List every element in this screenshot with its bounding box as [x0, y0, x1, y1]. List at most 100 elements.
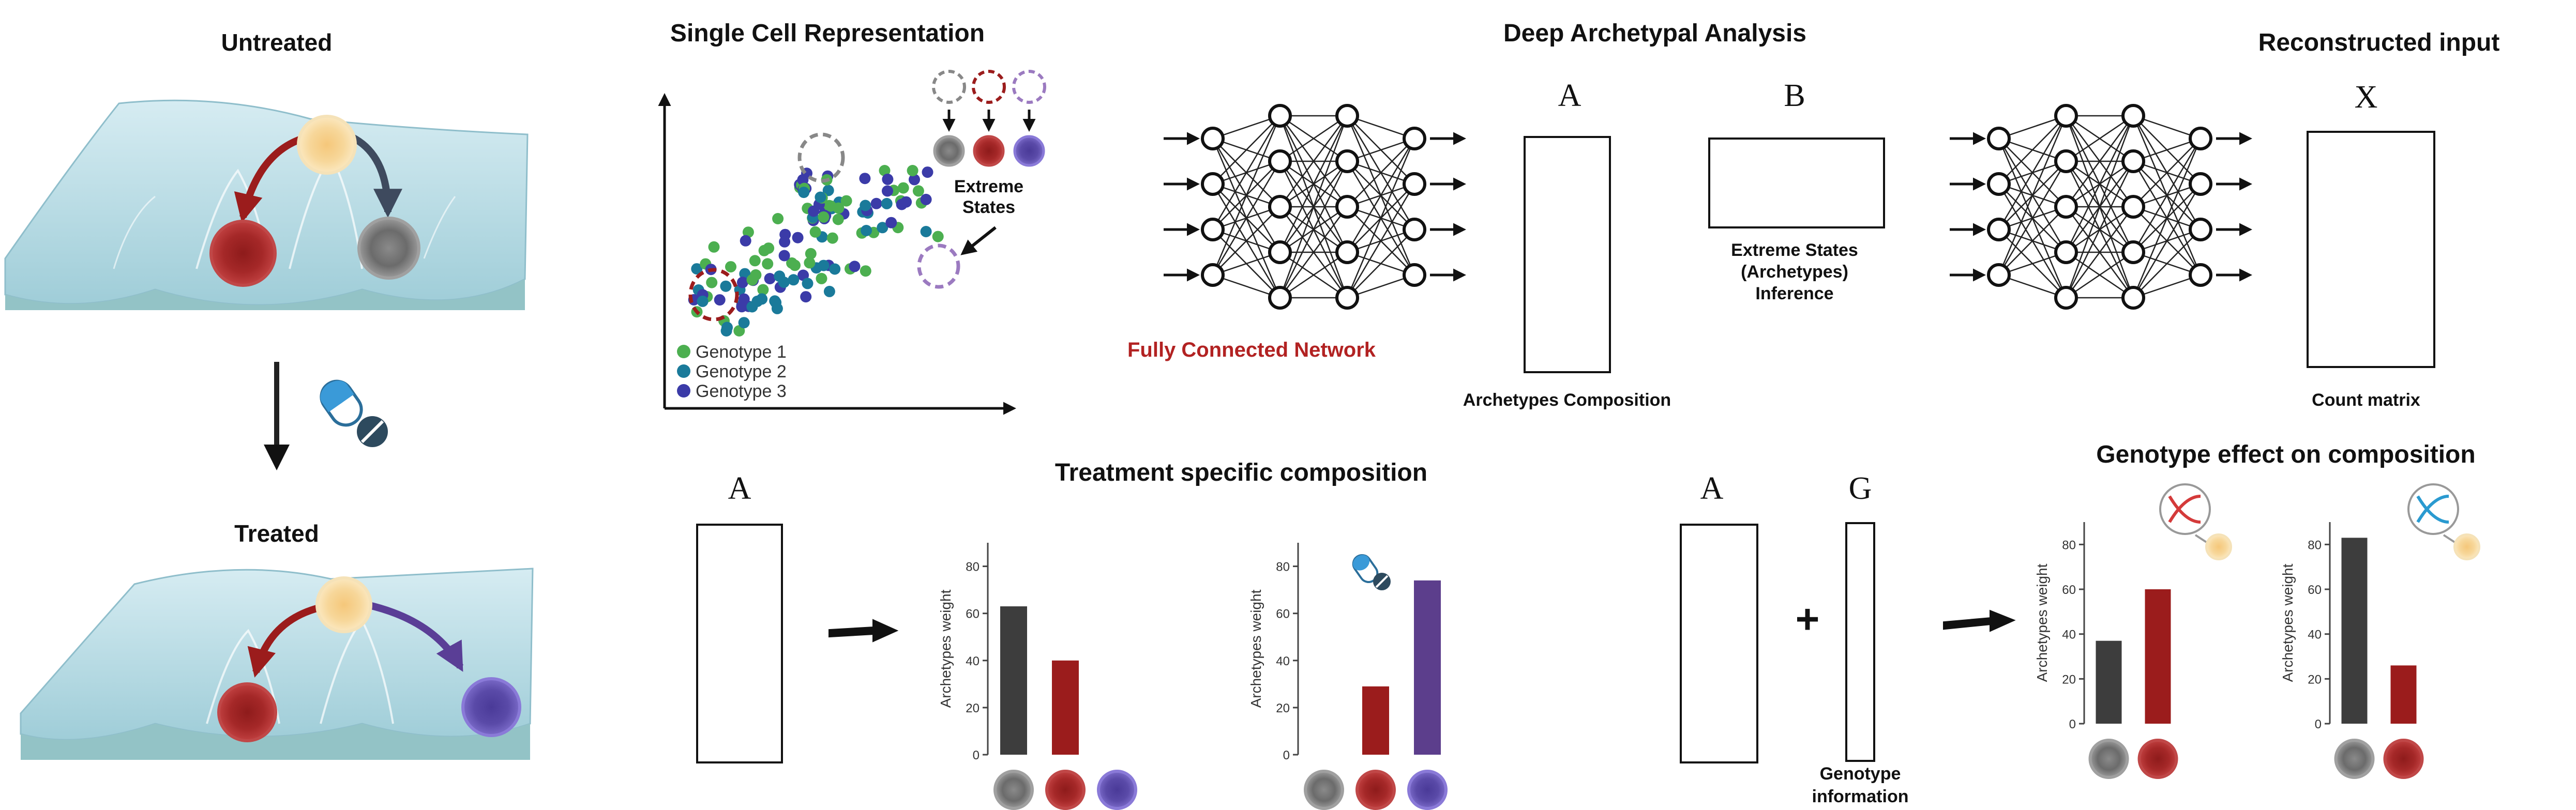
- y-tick-label: 0: [1283, 748, 1290, 762]
- network-node: [1335, 149, 1359, 173]
- dna-bubble-red: [2159, 483, 2232, 560]
- category-cell-grey: [2334, 739, 2375, 779]
- encoder-network: [1164, 104, 1466, 310]
- scatter-dot: [849, 261, 861, 272]
- y-tick-label: 40: [2062, 628, 2076, 642]
- bar-red: [2390, 665, 2417, 724]
- scatter-dot: [738, 317, 750, 329]
- matrix-x: [2307, 131, 2435, 368]
- dashed-circle-grey-cluster: [797, 132, 845, 183]
- scatter-dot: [829, 263, 841, 275]
- category-cell-grey: [2088, 739, 2129, 779]
- scatter-dot: [757, 284, 769, 296]
- scatter-dot: [885, 217, 897, 228]
- scatter-dot: [907, 165, 918, 176]
- yellow-cell-untreated: [297, 115, 357, 175]
- scatter-dot: [769, 295, 781, 307]
- network-edge: [2065, 115, 2134, 298]
- scatter-dot: [826, 232, 838, 244]
- scatter-dot: [825, 200, 837, 212]
- network-edge: [2065, 115, 2134, 253]
- matrix-letter-g: G: [1849, 471, 1872, 506]
- chart2-tablet-icon: [1373, 573, 1391, 590]
- scatter-dot: [932, 231, 944, 242]
- network-node: [1987, 263, 2011, 287]
- network-node: [2189, 172, 2212, 196]
- y-axis-label: Archetypes weight: [2280, 563, 2296, 682]
- network-node: [1335, 104, 1359, 128]
- y-tick-label: 80: [2062, 538, 2076, 552]
- network-edge: [1346, 138, 1415, 253]
- scatter-dot: [881, 197, 893, 209]
- scatter-dot: [778, 250, 790, 262]
- y-tick-label: 60: [966, 607, 980, 621]
- scatter-dot: [763, 242, 775, 254]
- purple-cell-treated: [461, 677, 521, 737]
- scatter-dot: [805, 248, 817, 259]
- scatter-dot: [797, 174, 809, 186]
- scatter-dot: [779, 236, 791, 248]
- scatter-dot: [808, 205, 820, 217]
- arrow-to-purple-treated: [366, 601, 464, 672]
- scatter-dot: [922, 166, 933, 178]
- network-edge: [1998, 115, 2067, 230]
- network-node: [1987, 172, 2011, 196]
- network-edge: [2132, 138, 2202, 253]
- scatter-dot: [912, 185, 924, 197]
- scatter-dot: [749, 255, 761, 267]
- network-node: [2054, 195, 2078, 219]
- network-node: [1268, 149, 1292, 173]
- legend-label-1: Genotype 1: [696, 342, 787, 362]
- genotype-legend: Genotype 1 Genotype 2 Genotype 3: [677, 342, 787, 401]
- y-tick-label: 20: [966, 701, 980, 715]
- network-node: [2121, 149, 2145, 173]
- untreated-landscape: [4, 99, 529, 310]
- network-node: [1987, 127, 2011, 150]
- y-tick-label: 40: [2308, 628, 2322, 642]
- scatter-dot: [691, 263, 703, 275]
- network-edge: [1998, 115, 2067, 276]
- decoder-network: [1950, 104, 2252, 310]
- y-tick-label: 80: [1276, 560, 1290, 574]
- category-cell-red: [2137, 739, 2178, 779]
- scatter-dot: [708, 241, 720, 253]
- y-tick-label: 20: [1276, 701, 1290, 715]
- scatter-dot: [772, 213, 784, 224]
- category-cell-red: [1045, 770, 1086, 810]
- y-tick-label: 60: [2308, 583, 2322, 597]
- network-node: [1201, 172, 1225, 196]
- network-edge: [1279, 161, 1348, 298]
- scatter-dot: [788, 274, 800, 286]
- extreme-states-inset: [932, 70, 1046, 167]
- scatter-dot: [736, 301, 748, 313]
- title-single-cell: Single Cell Representation: [670, 20, 985, 47]
- inference-label-3: Inference: [1755, 284, 1833, 303]
- legend-dot-1: [677, 345, 690, 358]
- scatter-dot: [697, 295, 709, 307]
- network-node: [1268, 286, 1292, 310]
- genotype-info-label-2: information: [1812, 787, 1909, 806]
- category-cell-grey: [1304, 770, 1344, 810]
- matrix-letter-a-top: A: [1558, 78, 1581, 113]
- network-edge: [1279, 206, 1348, 298]
- plus-sign: +: [1796, 596, 1820, 642]
- scatter-dot: [746, 301, 758, 313]
- scatter-dot: [860, 265, 871, 277]
- network-edge: [1279, 115, 1348, 207]
- network-edge: [1347, 138, 1415, 207]
- scatter-dot: [792, 232, 804, 243]
- network-node: [2121, 195, 2145, 219]
- arrow-extreme-to-cluster: [960, 226, 997, 255]
- scatter-dot: [750, 269, 762, 281]
- network-edge: [1346, 138, 1415, 298]
- title-untreated: Untreated: [221, 29, 333, 56]
- y-axis-label: Archetypes weight: [2034, 563, 2050, 682]
- scatter-axes: [658, 93, 1016, 415]
- network-edge: [2065, 206, 2134, 298]
- network-node: [1403, 172, 1426, 196]
- y-tick-label: 0: [2069, 717, 2076, 731]
- network-edge: [1347, 229, 1415, 298]
- scatter-dot: [822, 185, 834, 196]
- scatter-dot: [879, 165, 891, 176]
- network-edge: [2066, 251, 2134, 299]
